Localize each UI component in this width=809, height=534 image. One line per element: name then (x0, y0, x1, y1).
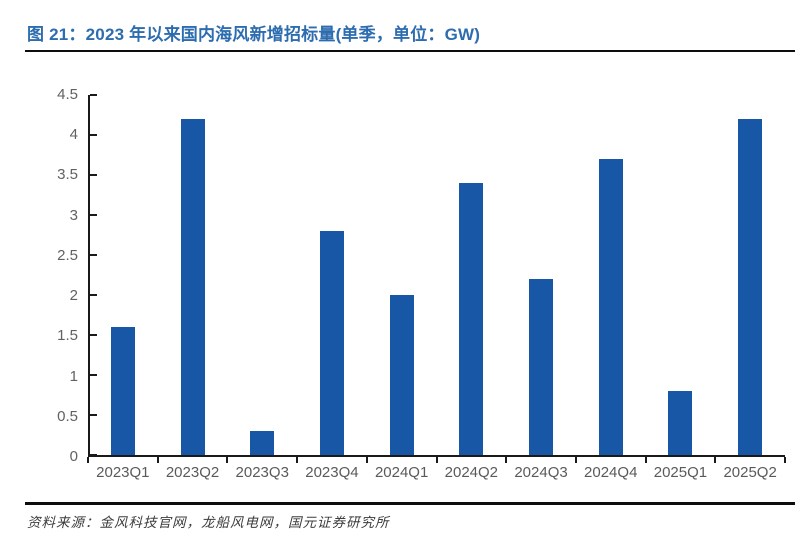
x-axis-tick-label: 2025Q1 (653, 464, 708, 481)
y-axis-tick (90, 294, 97, 296)
y-axis-tick (90, 334, 97, 336)
bar-2023Q2 (180, 119, 205, 455)
x-axis-tick (226, 457, 229, 463)
bar-2024Q1 (389, 295, 414, 455)
y-axis-tick (90, 374, 97, 376)
x-axis-tick (365, 457, 368, 463)
bar-2025Q1 (668, 391, 693, 455)
title-underline (25, 50, 795, 52)
y-axis-tick-label: 4.5 (57, 86, 78, 103)
y-axis-tick-label: 3.5 (57, 166, 78, 184)
bar-2023Q3 (250, 431, 275, 455)
bar-2024Q3 (529, 279, 554, 455)
y-axis-tick-label: 0 (69, 448, 78, 465)
bar-2023Q1 (110, 327, 135, 455)
x-axis-tick (435, 457, 438, 463)
x-axis-tick-label: 2023Q3 (235, 464, 289, 481)
bar-2025Q2 (738, 119, 763, 455)
x-axis-tick (574, 457, 577, 463)
y-axis-tick (90, 94, 97, 96)
x-axis-tick (296, 457, 299, 463)
x-axis-tick (714, 457, 717, 463)
bar-2024Q4 (598, 159, 623, 455)
x-axis-tick (505, 457, 508, 463)
x-axis-tick-label: 2024Q1 (374, 464, 429, 481)
y-axis-tick (90, 254, 97, 256)
bar-2023Q4 (319, 231, 344, 455)
x-axis-tick-label: 2024Q4 (584, 464, 638, 481)
plot-area (88, 94, 785, 457)
y-axis-tick-label: 3 (69, 206, 78, 224)
x-axis-tick (644, 457, 647, 463)
x-axis-tick (156, 457, 159, 463)
y-axis-tick (90, 454, 97, 456)
x-axis-tick-label: 2023Q2 (165, 464, 220, 481)
y-axis-tick-label: 2 (69, 287, 78, 305)
y-axis-tick (90, 174, 97, 176)
x-axis-tick-label: 2024Q3 (514, 464, 568, 481)
figure-title: 图 21：2023 年以来国内海风新增招标量(单季，单位：GW) (27, 25, 481, 44)
y-axis-tick-label: 1 (69, 367, 78, 385)
x-axis-tick-label: 2024Q2 (444, 464, 499, 481)
source-note: 资料来源：金风科技官网，龙船风电网，国元证券研究所 (27, 515, 390, 531)
x-axis-tick (87, 457, 89, 463)
y-axis-tick (90, 214, 97, 216)
y-axis-tick-label: 0.5 (57, 407, 78, 425)
bar-2024Q2 (459, 183, 484, 455)
x-axis-tick (784, 457, 786, 463)
x-axis-tick-label: 2023Q4 (305, 464, 359, 481)
y-axis-tick-label: 2.5 (57, 246, 78, 264)
y-axis-tick-label: 4 (69, 126, 78, 144)
y-axis-tick (90, 414, 97, 416)
y-axis-tick-label: 1.5 (57, 327, 78, 345)
x-axis-tick-label: 2025Q2 (723, 464, 777, 481)
footer-rule (25, 502, 795, 505)
y-axis-tick (90, 134, 97, 136)
x-axis-tick-label: 2023Q1 (96, 464, 150, 481)
